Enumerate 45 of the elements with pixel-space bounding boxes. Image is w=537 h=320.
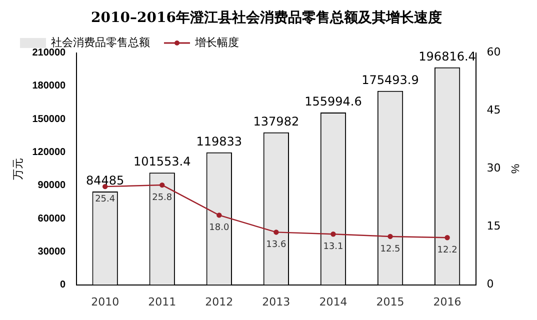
legend-label: 增长幅度 <box>195 35 239 50</box>
data-label: 175493.9 <box>362 73 419 88</box>
y-tick-label: 180000 <box>32 80 66 92</box>
data-label: 119833 <box>196 134 242 149</box>
data-label: 155994.6 <box>304 94 362 109</box>
point <box>444 235 450 240</box>
data-label: 25.4 <box>95 194 116 204</box>
y2-tick-label: 60 <box>486 46 501 59</box>
y-tick-label: 0 <box>60 280 66 291</box>
data-label: 25.8 <box>152 192 172 203</box>
y-tick-label: 150000 <box>32 114 66 125</box>
data-label: 13.6 <box>266 240 286 250</box>
legend-label: 社会消费品零售总额 <box>51 35 150 49</box>
x-tick-label: 2010 <box>91 295 120 308</box>
data-label: 13.1 <box>323 242 344 252</box>
y-tick-label: 30000 <box>38 246 66 258</box>
point <box>216 212 222 218</box>
data-label: 196816.4 <box>418 49 476 64</box>
x-tick-label: 2011 <box>148 295 176 308</box>
y2-tick-label: 45 <box>486 104 501 117</box>
point <box>330 232 336 237</box>
point <box>160 182 165 188</box>
y2-axis-title: % <box>508 164 520 174</box>
x-tick-label: 2014 <box>319 295 348 308</box>
data-label: 101553.4 <box>133 154 191 169</box>
data-label: 84485 <box>86 174 124 188</box>
y-tick-label: 120000 <box>32 146 66 158</box>
point <box>388 234 393 240</box>
y2-tick-label: 15 <box>486 220 501 233</box>
data-label: 12.5 <box>380 244 400 254</box>
y-axis-title: 万元 <box>12 158 25 180</box>
x-tick-label: 2013 <box>262 295 290 308</box>
x-tick-label: 2012 <box>205 295 234 308</box>
y-tick-label: 210000 <box>32 48 66 59</box>
point <box>274 230 279 235</box>
data-label: 137982 <box>253 114 300 128</box>
x-tick-label: 2015 <box>376 295 404 308</box>
y2-tick-label: 30 <box>486 162 501 175</box>
chart-title: 2010–2016年澄江县社会消费品零售总额及其增长速度 <box>91 9 442 26</box>
x-tick-label: 2016 <box>433 295 462 308</box>
y-tick-label: 90000 <box>38 180 66 192</box>
y2-tick-label: 0 <box>486 278 494 291</box>
data-label: 12.2 <box>437 245 458 256</box>
data-label: 18.0 <box>209 223 230 234</box>
y-tick-label: 60000 <box>38 213 66 224</box>
